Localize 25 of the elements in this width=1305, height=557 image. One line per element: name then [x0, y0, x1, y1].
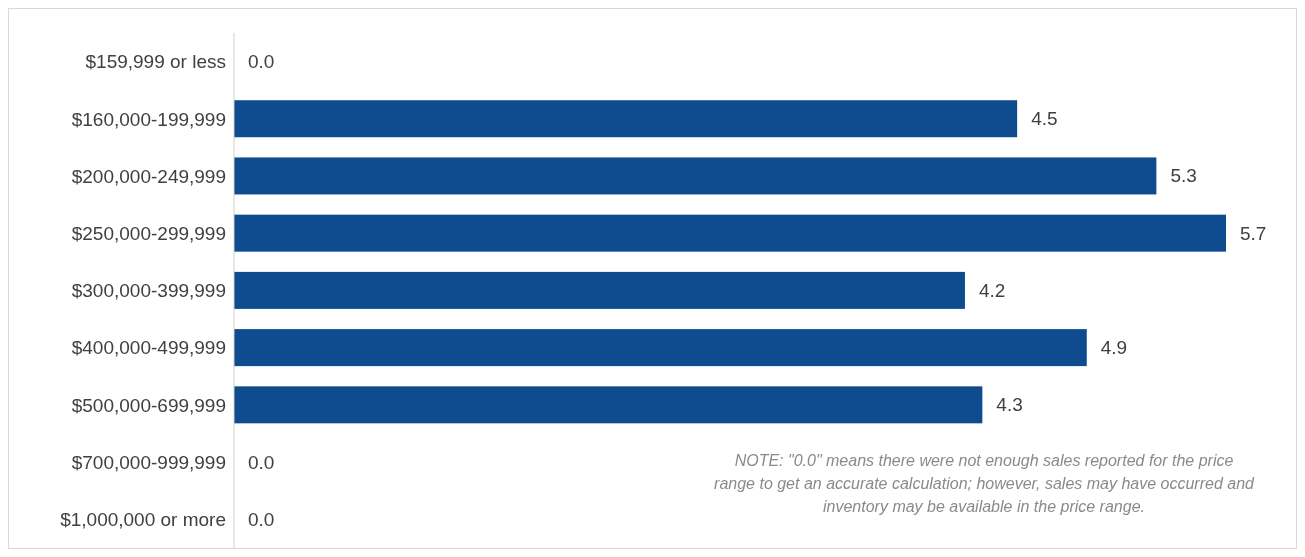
bar — [234, 100, 1018, 138]
data-label: 4.2 — [978, 279, 1006, 301]
y-tick-label: $400,000-499,999 — [71, 337, 226, 359]
bar — [234, 386, 983, 424]
bar — [234, 157, 1157, 195]
data-label: 4.9 — [1100, 337, 1128, 359]
data-label: 4.3 — [996, 394, 1023, 416]
y-tick-label: $160,000-199,999 — [71, 108, 226, 130]
y-tick-label: $200,000-249,999 — [71, 165, 226, 187]
data-label: 0.0 — [248, 451, 275, 473]
data-label: 0.0 — [248, 508, 275, 530]
data-label: 5.7 — [1240, 222, 1267, 244]
y-tick-label: $250,000-299,999 — [71, 223, 226, 245]
data-label: 5.3 — [1170, 165, 1197, 187]
y-tick-label: $700,000-999,999 — [71, 451, 226, 473]
y-tick-label: $159,999 or less — [85, 51, 226, 73]
data-label: 0.0 — [248, 51, 275, 72]
y-tick-label: $500,000-699,999 — [71, 394, 226, 416]
y-tick-label: $300,000-399,999 — [71, 280, 226, 302]
bar — [234, 271, 965, 309]
bar — [234, 214, 1226, 252]
y-tick-label: $1,000,000 or more — [60, 509, 226, 531]
data-label: 4.5 — [1031, 108, 1058, 130]
bar — [234, 329, 1087, 367]
annotation: NOTE: "0.0" means there were not enough sales reported for the price range to get an accurate calculation; however, sales may have occurred and inventory may be available in the price range. — [714, 451, 1254, 517]
